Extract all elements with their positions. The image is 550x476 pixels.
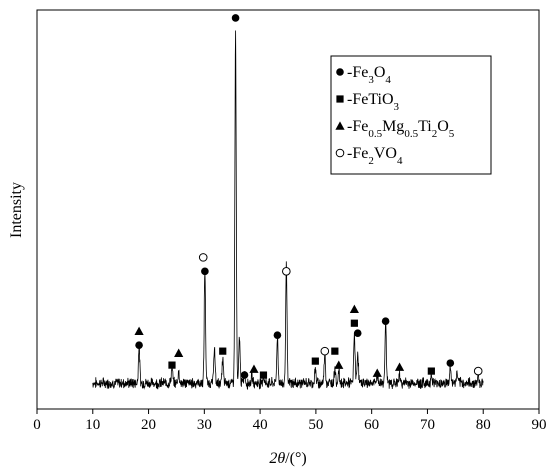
phase-marker-filled-circle [353,329,362,337]
phase-marker-filled-triangle [134,326,144,335]
plot-frame [36,9,540,410]
x-axis-ticks: 0 10 20 30 40 50 60 70 80 90 [33,409,547,433]
x-tick-label: 60 [364,417,379,433]
phase-markers [134,14,483,379]
phase-marker-open-circle [320,346,330,356]
x-tick-label: 20 [141,417,156,433]
phase-marker-filled-triangle [249,364,259,373]
x-tick-label: 30 [197,417,212,433]
xrd-pattern-line [92,30,484,391]
legend-label-part: 2 [368,155,374,167]
legend-label-part: -Fe [347,118,368,135]
legend-label-part: VO [374,145,397,162]
legend-marker-filled-triangle [335,121,345,130]
phase-marker-filled-square [259,371,268,379]
phase-marker-filled-square [331,347,339,355]
phase-marker-open-circle [282,267,291,276]
phase-marker-filled-circle [231,14,240,22]
phase-marker-filled-triangle [349,304,359,314]
legend-label-part: 0.5 [404,128,418,140]
legend-marker-open-circle [335,148,345,158]
phase-marker-filled-circle [135,341,143,349]
legend-label-part: O [374,64,386,81]
phase-marker-filled-circle [240,371,249,379]
legend-label: -Fe0.5Mg0.5Ti2O5 [347,118,455,140]
legend-label-part: 4 [397,155,403,167]
x-tick-label: 0 [33,417,41,433]
phase-marker-filled-square [219,347,227,355]
phase-marker-filled-triangle [372,368,382,377]
x-tick-label: 80 [476,417,491,433]
legend-label-part: 0.5 [368,128,382,140]
phase-marker-open-circle [473,366,483,376]
phase-marker-filled-circle [273,331,282,339]
phase-marker-filled-triangle [174,348,184,357]
phase-marker-filled-circle [446,359,455,367]
legend-label-part: 4 [385,74,391,86]
y-axis-label: Intensity [8,182,25,238]
legend-label-part: 2 [432,128,438,140]
phase-marker-filled-square [311,357,319,365]
phase-marker-filled-square [427,367,435,375]
legend-marker-filled-square [336,95,344,103]
x-tick-label: 50 [308,417,323,433]
x-tick-label: 40 [253,417,268,433]
phase-marker-open-circle [198,253,208,262]
legend: -Fe3O4-FeTiO3-Fe0.5Mg0.5Ti2O5-Fe2VO4 [330,55,492,175]
legend-label-part: -Fe [347,64,368,81]
legend-marker-filled-circle [336,68,344,76]
x-tick-label: 70 [420,417,435,433]
phase-marker-filled-triangle [334,360,344,369]
phase-marker-filled-circle [381,317,390,326]
legend-label: -Fe2VO4 [347,145,403,167]
phase-marker-filled-square [168,361,176,369]
x-tick-label: 10 [85,417,100,433]
legend-label: -Fe3O4 [347,64,391,86]
x-tick-label: 90 [532,417,547,433]
legend-label-part: 3 [394,101,400,113]
legend-label-part: -FeTiO [347,91,394,108]
legend-label-part: Mg [382,118,404,135]
x-axis-label-unit: /(°) [285,450,307,467]
phase-marker-filled-triangle [394,362,405,371]
legend-label-part: O [437,118,449,135]
phase-marker-filled-circle [201,267,209,276]
x-axis-label: 2θ/(°) [269,450,306,467]
legend-label-part: 5 [449,128,455,140]
legend-label-part: 3 [368,74,374,86]
phase-marker-filled-square [350,319,358,327]
legend-box [330,55,492,175]
legend-label-part: Ti [418,118,432,135]
x-axis-label-theta: 2θ [269,450,285,467]
legend-label-part: -Fe [347,145,368,162]
legend-label: -FeTiO3 [347,91,400,113]
